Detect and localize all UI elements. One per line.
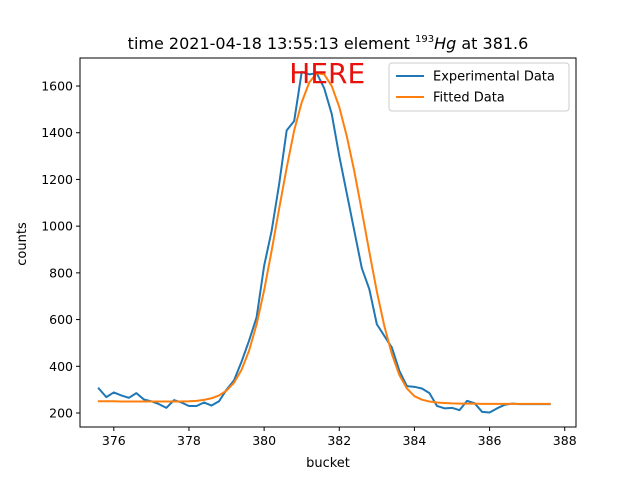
y-tick-label: 400 bbox=[49, 359, 73, 374]
legend-label-experimental: Experimental Data bbox=[433, 70, 555, 85]
legend-box bbox=[388, 62, 570, 112]
here-annotation: HERE bbox=[289, 57, 365, 90]
y-tick-label: 1200 bbox=[41, 172, 73, 187]
y-axis-label: counts bbox=[15, 222, 30, 266]
y-tick-label: 1600 bbox=[41, 79, 73, 94]
series-line-fitted bbox=[97, 72, 551, 405]
x-tick-label: 378 bbox=[177, 433, 201, 448]
x-tick-label: 376 bbox=[102, 433, 126, 448]
x-axis-label: bucket bbox=[306, 456, 350, 471]
y-tick-label: 1000 bbox=[41, 219, 73, 234]
y-tick-label: 200 bbox=[49, 405, 73, 420]
title-element-symbol: Hg bbox=[434, 34, 456, 53]
chart-title: time 2021-04-18 13:55:13 element 193Hg a… bbox=[128, 34, 529, 53]
plot-frame bbox=[79, 57, 577, 428]
x-tick-label: 384 bbox=[402, 433, 426, 448]
plot-area: 376 378 380 382 384 386 388 200 400 600 800 1000 120… bbox=[41, 57, 577, 448]
x-tick-label: 382 bbox=[327, 433, 351, 448]
x-tick-label: 388 bbox=[553, 433, 577, 448]
x-tick-label: 380 bbox=[252, 433, 276, 448]
y-tick-label: 1400 bbox=[41, 125, 73, 140]
legend-label-fitted: Fitted Data bbox=[433, 91, 505, 106]
title-prefix: time 2021-04-18 13:55:13 element bbox=[128, 34, 415, 53]
legend: Experimental Data Fitted Data bbox=[388, 62, 570, 112]
title-mass-number: 193 bbox=[415, 34, 434, 45]
y-tick-label: 800 bbox=[49, 265, 73, 280]
title-suffix: at 381.6 bbox=[456, 34, 528, 53]
x-tick-label: 386 bbox=[478, 433, 502, 448]
series-line-experimental bbox=[97, 71, 551, 414]
y-tick-label: 600 bbox=[49, 312, 73, 327]
